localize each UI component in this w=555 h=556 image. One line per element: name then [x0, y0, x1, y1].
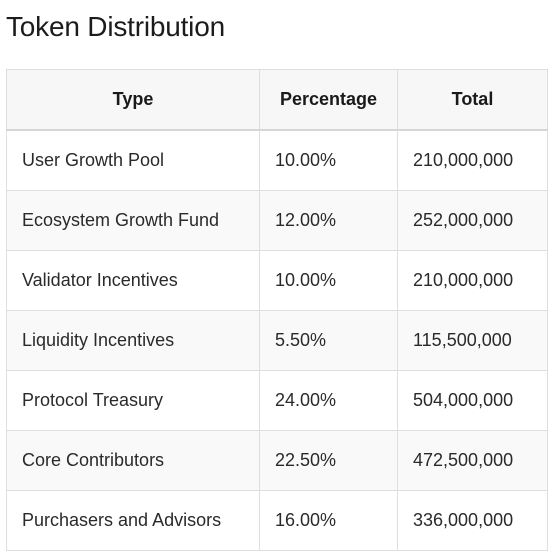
cell-percentage: 24.00% — [259, 370, 398, 431]
table-row: Core Contributors 22.50% 472,500,000 — [6, 430, 548, 491]
cell-percentage: 5.50% — [259, 310, 398, 371]
cell-total: 504,000,000 — [397, 370, 548, 431]
header-total: Total — [397, 69, 548, 131]
header-type: Type — [6, 69, 260, 131]
cell-total: 210,000,000 — [397, 250, 548, 311]
cell-type: User Growth Pool — [6, 129, 260, 191]
table-row: Ecosystem Growth Fund 12.00% 252,000,000 — [6, 190, 548, 251]
cell-type: Ecosystem Growth Fund — [6, 190, 260, 251]
table-row: Liquidity Incentives 5.50% 115,500,000 — [6, 310, 548, 371]
cell-percentage: 16.00% — [259, 490, 398, 551]
cell-type: Core Contributors — [6, 430, 260, 491]
table-row: User Growth Pool 10.00% 210,000,000 — [6, 129, 548, 191]
cell-total: 252,000,000 — [397, 190, 548, 251]
cell-type: Purchasers and Advisors — [6, 490, 260, 551]
cell-total: 210,000,000 — [397, 129, 548, 191]
cell-total: 115,500,000 — [397, 310, 548, 371]
token-distribution-table: Type Percentage Total User Growth Pool 1… — [6, 69, 548, 551]
cell-percentage: 10.00% — [259, 250, 398, 311]
page-title: Token Distribution — [6, 11, 225, 42]
table-body: User Growth Pool 10.00% 210,000,000 Ecos… — [6, 129, 548, 551]
header-row: Type Percentage Total — [6, 69, 548, 131]
cell-type: Liquidity Incentives — [6, 310, 260, 371]
cell-type: Protocol Treasury — [6, 370, 260, 431]
table-row: Validator Incentives 10.00% 210,000,000 — [6, 250, 548, 311]
table-row: Purchasers and Advisors 16.00% 336,000,0… — [6, 490, 548, 551]
cell-percentage: 12.00% — [259, 190, 398, 251]
cell-percentage: 10.00% — [259, 129, 398, 191]
header-percentage: Percentage — [259, 69, 398, 131]
table-row: Protocol Treasury 24.00% 504,000,000 — [6, 370, 548, 431]
cell-percentage: 22.50% — [259, 430, 398, 491]
cell-total: 472,500,000 — [397, 430, 548, 491]
cell-total: 336,000,000 — [397, 490, 548, 551]
table-header: Type Percentage Total — [6, 69, 548, 131]
cell-type: Validator Incentives — [6, 250, 260, 311]
